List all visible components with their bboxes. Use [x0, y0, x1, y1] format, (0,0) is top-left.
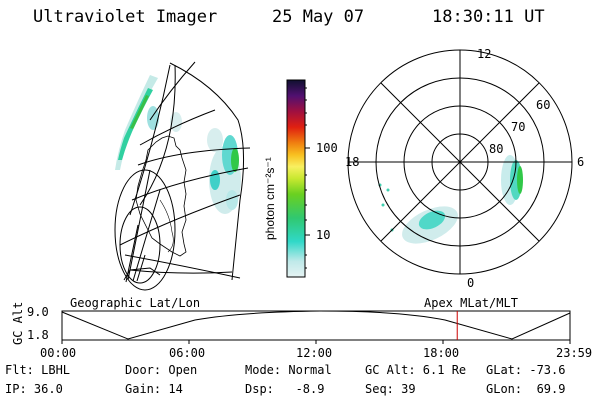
time-tick-1200: 12:00: [296, 346, 333, 360]
glon-status: GLon: 69.9: [486, 382, 566, 396]
mlt-label-12: 12: [477, 47, 492, 61]
time-tick-2359: 23:59: [556, 346, 593, 360]
geographic-caption: Geographic Lat/Lon: [70, 296, 201, 310]
altitude-axis-label: GC Alt: [11, 301, 25, 345]
lat-label-70: 70: [511, 120, 526, 134]
mode-status: Mode: Normal: [245, 363, 332, 377]
dsp-status: Dsp: -8.9: [245, 382, 325, 396]
time-tick-0000: 00:00: [40, 346, 77, 360]
altitude-timeline: [61, 310, 571, 344]
seq-status: Seq: 39: [365, 382, 416, 396]
color-scale-bar: [286, 79, 310, 278]
ip-status: IP: 36.0: [5, 382, 63, 396]
date-label: 25 May 07: [272, 7, 365, 27]
aurora-emission-polar: [378, 155, 523, 244]
coastline: [135, 135, 187, 257]
colorbar-tick-100: 100: [316, 141, 338, 155]
gain-status: Gain: 14: [125, 382, 183, 396]
lat-label-60: 60: [536, 98, 551, 112]
time-tick-1800: 18:00: [423, 346, 460, 360]
aurora-emission-left: [115, 75, 241, 214]
time-label: 18:30:11 UT: [432, 7, 545, 27]
polar-plot: [347, 49, 573, 275]
gc-alt-status: GC Alt: 6.1 Re: [365, 363, 467, 377]
mlt-label-18: 18: [345, 155, 360, 169]
lat-label-80: 80: [489, 142, 504, 156]
mlt-label-0: 0: [467, 276, 475, 290]
geographic-map-panel: [114, 61, 251, 291]
door-status: Door: Open: [125, 363, 198, 377]
altitude-tick-low: 1.8: [27, 328, 49, 342]
altitude-tick-high: 9.0: [27, 305, 49, 319]
instrument-title: Ultraviolet Imager: [33, 7, 218, 27]
colorbar-tick-10: 10: [316, 228, 331, 242]
mlt-label-6: 6: [577, 155, 585, 169]
filter-status: Flt: LBHL: [5, 363, 71, 377]
apex-caption: Apex MLat/MLT: [424, 296, 518, 310]
time-tick-0600: 06:00: [169, 346, 206, 360]
colorbar-unit-label: photon cm⁻²s⁻¹: [263, 157, 277, 240]
glat-status: GLat: -73.6: [486, 363, 566, 377]
